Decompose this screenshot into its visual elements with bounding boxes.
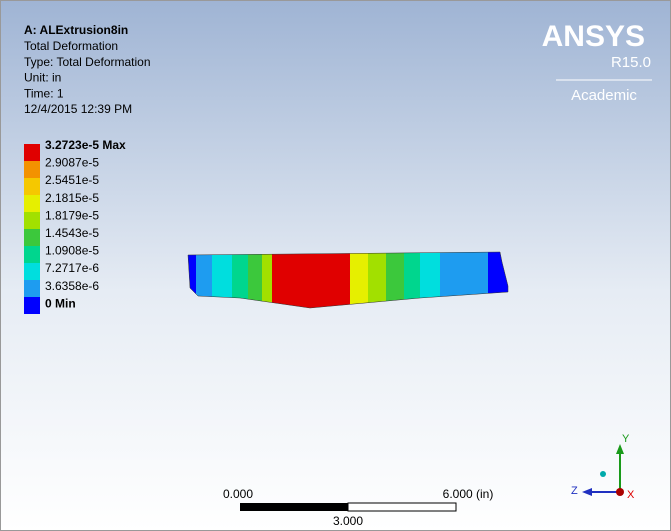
legend-swatch	[24, 161, 40, 178]
legend-label: 7.2717e-6	[45, 261, 99, 275]
logo-edition: Academic	[571, 87, 637, 104]
scale-middle: 3.000	[333, 514, 363, 528]
legend-label: 3.6358e-6	[45, 279, 99, 293]
scale-end: 6.000 (in)	[443, 487, 494, 501]
viewport: A: ALExtrusion8in Total Deformation Type:…	[0, 0, 671, 531]
legend-swatch	[24, 297, 40, 314]
legend-label: 1.4543e-5	[45, 226, 99, 240]
scale-bar-white	[348, 503, 456, 511]
header-line: Time: 1	[24, 86, 64, 100]
logo-version: R15.0	[611, 54, 651, 71]
legend-label: 2.9087e-5	[45, 156, 99, 170]
header-line: Unit: in	[24, 71, 61, 85]
legend-label: 2.1815e-5	[45, 191, 99, 205]
legend-label: 1.8179e-5	[45, 208, 99, 222]
triad-x-label: X	[627, 489, 635, 501]
legend-swatch	[24, 178, 40, 195]
triad-x-axis	[616, 488, 624, 496]
legend-label: 1.0908e-5	[45, 244, 99, 258]
header-line: 12/4/2015 12:39 PM	[24, 102, 132, 116]
header-line: Total Deformation	[24, 39, 118, 53]
legend-label: 0 Min	[45, 296, 76, 310]
legend-label: 3.2723e-5 Max	[45, 138, 126, 152]
triad-iso	[600, 471, 606, 477]
logo-name: ANSYS	[542, 20, 645, 53]
legend-swatch	[24, 229, 40, 246]
scale-start: 0.000	[223, 487, 253, 501]
legend-swatch	[24, 246, 40, 263]
triad-y-label: Y	[622, 433, 630, 445]
scale-bar-black	[240, 503, 348, 511]
header-line: Type: Total Deformation	[24, 55, 151, 69]
triad-z-label: Z	[571, 485, 578, 497]
legend-label: 2.5451e-5	[45, 173, 99, 187]
legend-swatch	[24, 280, 40, 297]
legend-swatch	[24, 144, 40, 161]
model-title: A: ALExtrusion8in	[24, 23, 128, 37]
legend-swatch	[24, 212, 40, 229]
legend-swatch	[24, 263, 40, 280]
legend-swatch	[24, 195, 40, 212]
